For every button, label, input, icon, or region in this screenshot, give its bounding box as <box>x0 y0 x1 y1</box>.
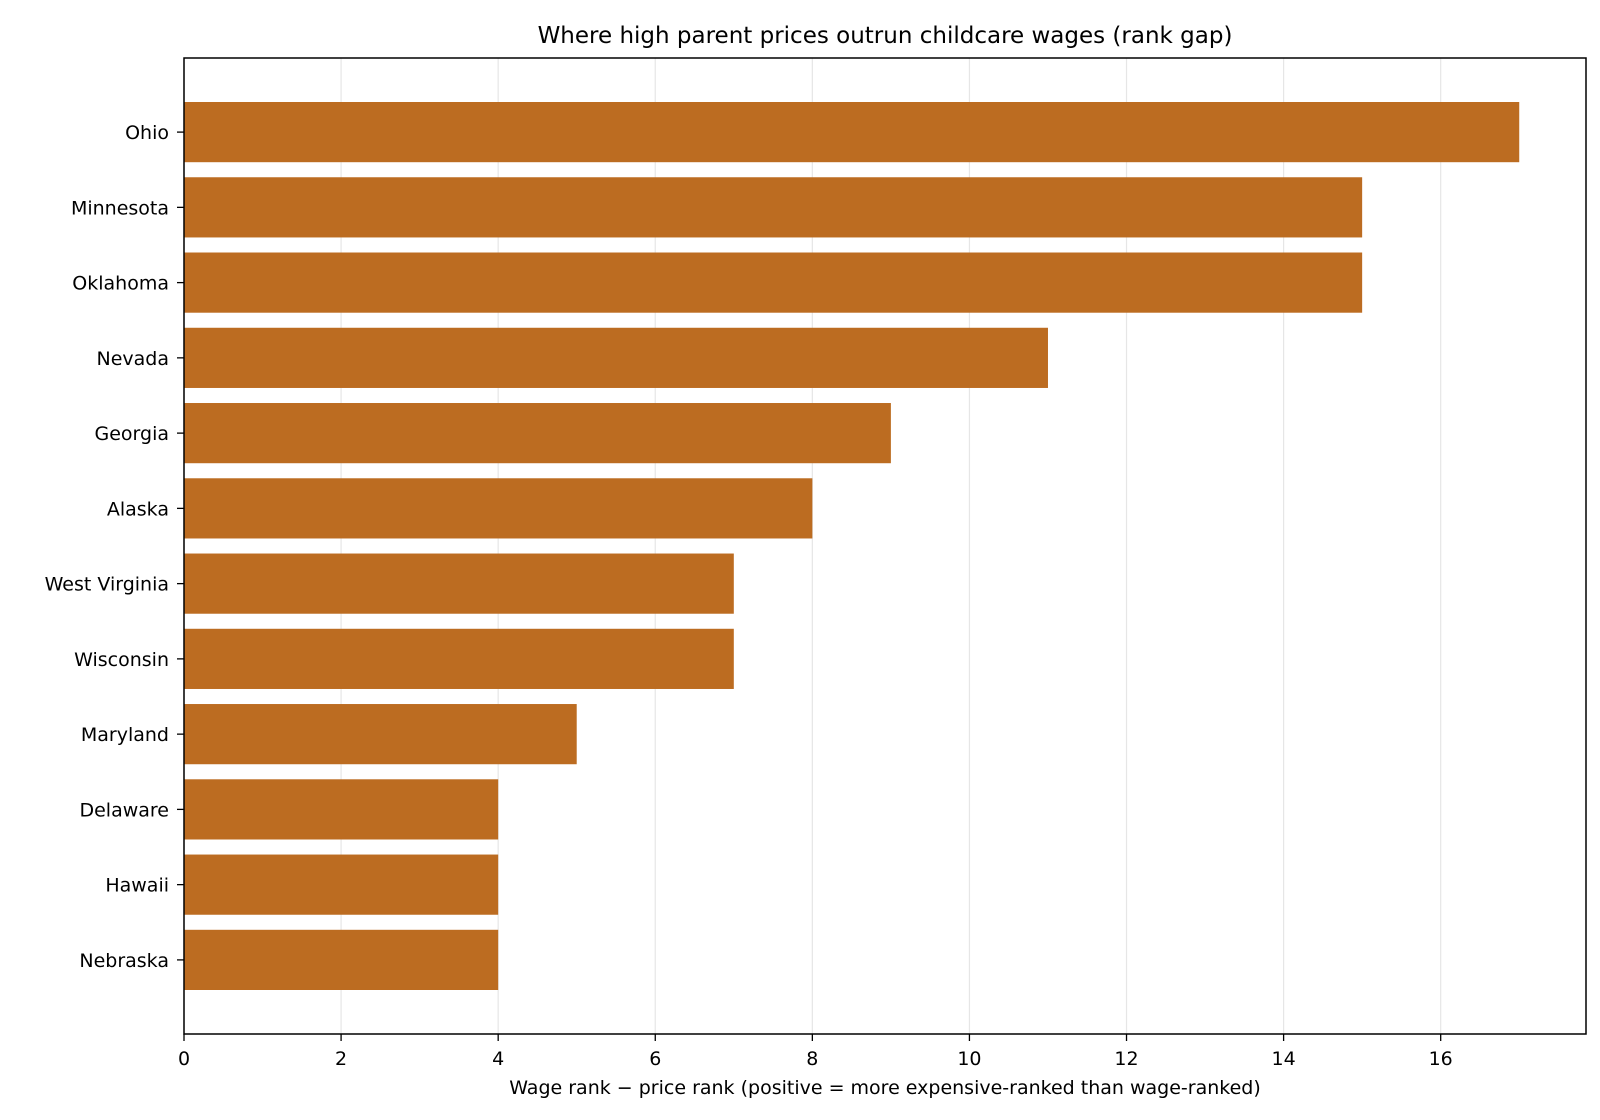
bar-oklahoma <box>184 252 1363 313</box>
bar-maryland <box>184 704 577 765</box>
y-tick-label: Nebraska <box>79 950 169 972</box>
bars <box>184 102 1520 990</box>
chart-title: Where high parent prices outrun childcar… <box>538 23 1233 49</box>
x-axis-ticks: 0 2 4 6 8 10 12 14 16 <box>178 1034 1453 1070</box>
y-tick-label: Ohio <box>125 122 169 144</box>
x-tick-label: 12 <box>1114 1048 1138 1070</box>
bar-west-virginia <box>184 553 734 614</box>
y-tick-label: West Virginia <box>45 574 169 596</box>
y-tick-label: Georgia <box>95 423 170 445</box>
bar-nebraska <box>184 929 499 990</box>
y-tick-label: Oklahoma <box>72 273 169 295</box>
y-tick-label: Alaska <box>107 498 169 520</box>
y-tick-label: Delaware <box>79 799 169 821</box>
bar-delaware <box>184 779 499 840</box>
bar-hawaii <box>184 854 499 915</box>
x-tick-label: 10 <box>957 1048 981 1070</box>
x-tick-label: 14 <box>1272 1048 1296 1070</box>
y-tick-label: Hawaii <box>105 875 169 897</box>
x-tick-label: 2 <box>335 1048 347 1070</box>
bar-minnesota <box>184 177 1363 238</box>
x-tick-label: 4 <box>492 1048 504 1070</box>
x-tick-label: 16 <box>1429 1048 1453 1070</box>
bar-wisconsin <box>184 628 734 689</box>
bar-alaska <box>184 478 813 539</box>
x-axis-title: Wage rank − price rank (positive = more … <box>509 1077 1261 1099</box>
y-axis-ticks: Ohio Minnesota Oklahoma Nevada Georgia Alaska… <box>45 122 184 972</box>
y-tick-label: Maryland <box>81 724 169 746</box>
y-tick-label: Nevada <box>97 348 170 370</box>
x-tick-label: 6 <box>649 1048 661 1070</box>
bar-nevada <box>184 327 1048 388</box>
bar-ohio <box>184 102 1520 163</box>
bar-georgia <box>184 403 891 464</box>
x-tick-label: 0 <box>178 1048 190 1070</box>
plot-frame <box>183 57 1587 1035</box>
x-tick-label: 8 <box>806 1048 818 1070</box>
y-tick-label: Wisconsin <box>74 649 169 671</box>
y-tick-label: Minnesota <box>71 197 169 219</box>
